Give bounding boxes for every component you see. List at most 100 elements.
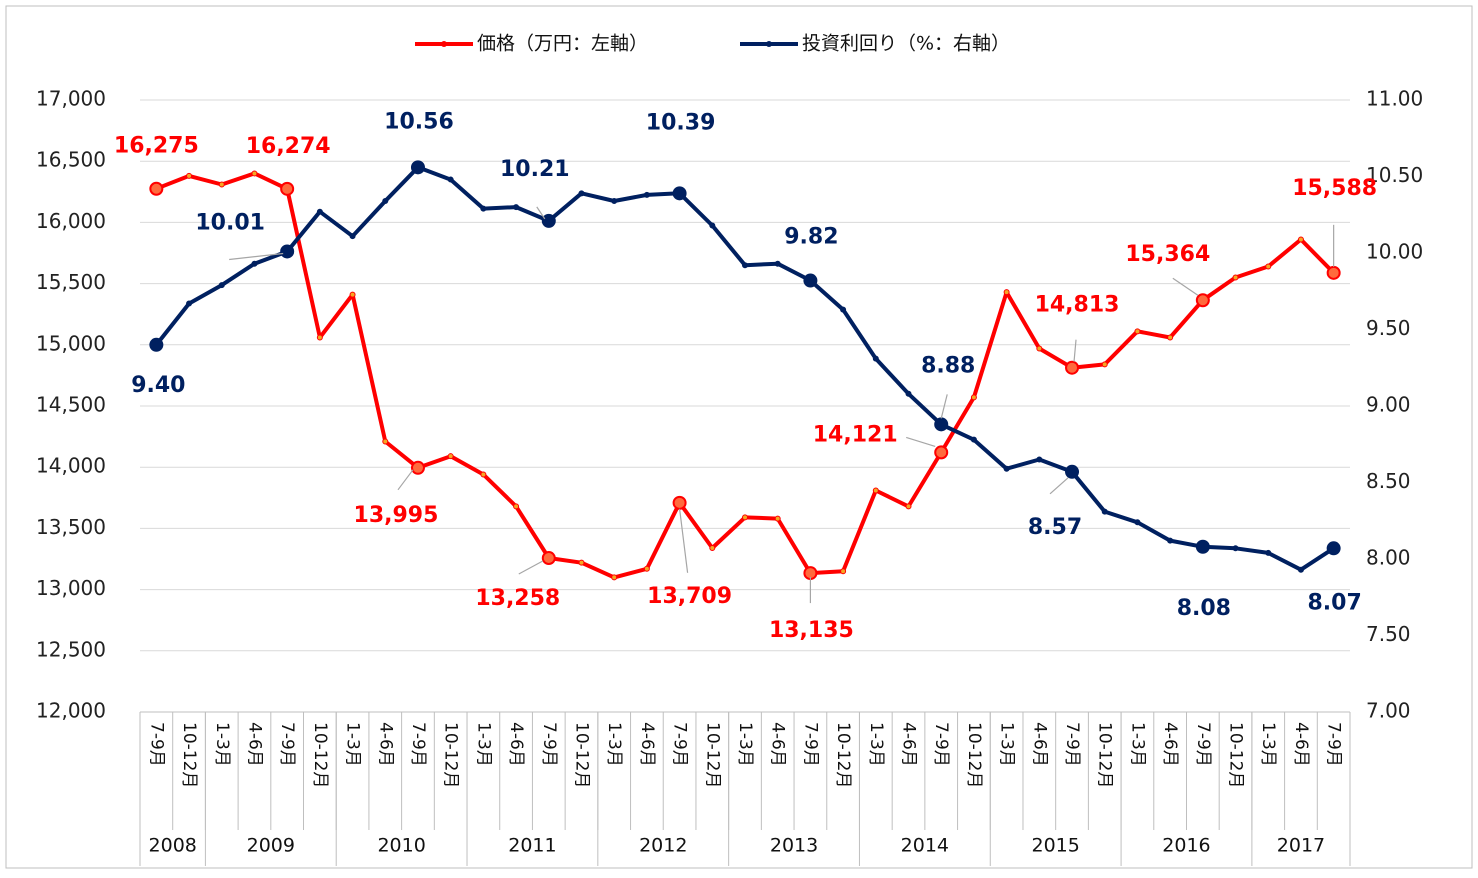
x-tick-label: 1-3月 — [604, 722, 624, 767]
year-label: 2011 — [508, 835, 556, 857]
year-label: 2013 — [770, 835, 818, 857]
data-label: 15,588 — [1292, 176, 1377, 201]
data-point — [803, 273, 818, 288]
data-point — [1265, 549, 1272, 556]
data-label: 8.57 — [1028, 515, 1082, 540]
data-point — [970, 436, 977, 443]
x-tick-label: 10-12月 — [310, 722, 330, 788]
data-point — [447, 453, 454, 460]
data-point — [1101, 508, 1108, 515]
data-point — [1232, 545, 1239, 552]
y2-tick-label: 8.00 — [1366, 546, 1411, 570]
data-point — [410, 160, 425, 175]
y-tick-label: 14,000 — [36, 454, 106, 478]
data-point — [872, 355, 879, 362]
data-point — [1134, 328, 1141, 335]
data-point — [1003, 289, 1010, 296]
data-label: 13,995 — [354, 503, 439, 528]
x-tick-label: 7-9月 — [931, 722, 951, 767]
x-tick-label: 4-6月 — [1291, 722, 1311, 767]
chart-border — [5, 5, 1473, 869]
y-tick-label: 12,500 — [36, 637, 106, 661]
y-tick-label: 16,500 — [36, 148, 106, 172]
data-point — [280, 181, 295, 196]
data-point — [1036, 456, 1043, 463]
data-point — [709, 222, 716, 229]
data-point — [672, 495, 687, 510]
data-point — [611, 197, 618, 204]
data-point — [149, 181, 164, 196]
x-tick-label: 1-3月 — [866, 722, 886, 767]
data-point — [1134, 519, 1141, 526]
data-point — [1297, 236, 1304, 243]
data-point — [541, 551, 556, 566]
y2-tick-label: 8.50 — [1366, 469, 1411, 493]
x-tick-label: 4-6月 — [506, 722, 526, 767]
legend-marker — [441, 41, 447, 47]
data-point — [774, 515, 781, 522]
y2-tick-label: 9.00 — [1366, 393, 1411, 417]
data-label: 8.08 — [1177, 596, 1231, 621]
data-point — [1003, 465, 1010, 472]
x-tick-label: 7-9月 — [408, 722, 428, 767]
x-tick-label: 1-3月 — [473, 722, 493, 767]
leader-line — [1172, 277, 1199, 296]
data-label: 10.01 — [195, 210, 265, 235]
data-point — [447, 176, 454, 183]
x-tick-label: 7-9月 — [670, 722, 690, 767]
data-point — [1195, 539, 1210, 554]
year-label: 2016 — [1162, 835, 1210, 857]
data-point — [349, 233, 356, 240]
x-tick-label: 1-3月 — [1258, 722, 1278, 767]
leader-line — [1073, 339, 1077, 362]
x-tick-label: 1-3月 — [1127, 722, 1147, 767]
data-label: 10.21 — [500, 157, 570, 182]
data-point — [1065, 464, 1080, 479]
leader-line — [678, 508, 689, 573]
data-point — [251, 170, 258, 177]
year-label: 2010 — [377, 835, 425, 857]
y2-tick-label: 7.50 — [1366, 622, 1411, 646]
data-label: 14,813 — [1035, 293, 1120, 318]
x-tick-label: 7-9月 — [1324, 722, 1344, 767]
y-tick-label: 12,000 — [36, 699, 106, 723]
data-point — [709, 544, 716, 551]
x-tick-label: 4-6月 — [637, 722, 657, 767]
data-point — [1265, 263, 1272, 270]
data-label: 13,709 — [647, 584, 732, 609]
data-label: 9.40 — [131, 373, 185, 398]
data-point — [1326, 265, 1341, 280]
leader-line — [906, 436, 936, 447]
data-label: 15,364 — [1125, 242, 1210, 267]
data-point — [480, 205, 487, 212]
leader-line — [518, 560, 544, 575]
data-label: 8.88 — [921, 353, 975, 378]
y-tick-label: 17,000 — [36, 87, 106, 111]
x-tick-label: 4-6月 — [1160, 722, 1180, 767]
data-point — [410, 460, 425, 475]
y-tick-label: 16,000 — [36, 209, 106, 233]
data-point — [578, 190, 585, 197]
leader-line — [536, 206, 546, 220]
x-tick-label: 10-12月 — [441, 722, 461, 788]
year-label: 2008 — [149, 835, 197, 857]
data-point — [611, 574, 618, 581]
x-tick-label: 10-12月 — [833, 722, 853, 788]
data-point — [1065, 360, 1080, 375]
data-point — [905, 503, 912, 510]
data-label: 9.82 — [784, 225, 838, 250]
x-tick-label: 7-9月 — [146, 722, 166, 767]
data-point — [186, 172, 193, 179]
data-label: 13,258 — [475, 586, 560, 611]
data-point — [934, 445, 949, 460]
data-point — [316, 208, 323, 215]
data-point — [382, 438, 389, 445]
data-point — [643, 191, 650, 198]
data-point — [1195, 293, 1210, 308]
x-tick-label: 7-9月 — [277, 722, 297, 767]
y-tick-label: 15,500 — [36, 270, 106, 294]
leader-line — [1049, 477, 1069, 495]
data-point — [742, 514, 748, 521]
x-tick-label: 10-12月 — [179, 722, 199, 788]
data-point — [480, 471, 487, 478]
